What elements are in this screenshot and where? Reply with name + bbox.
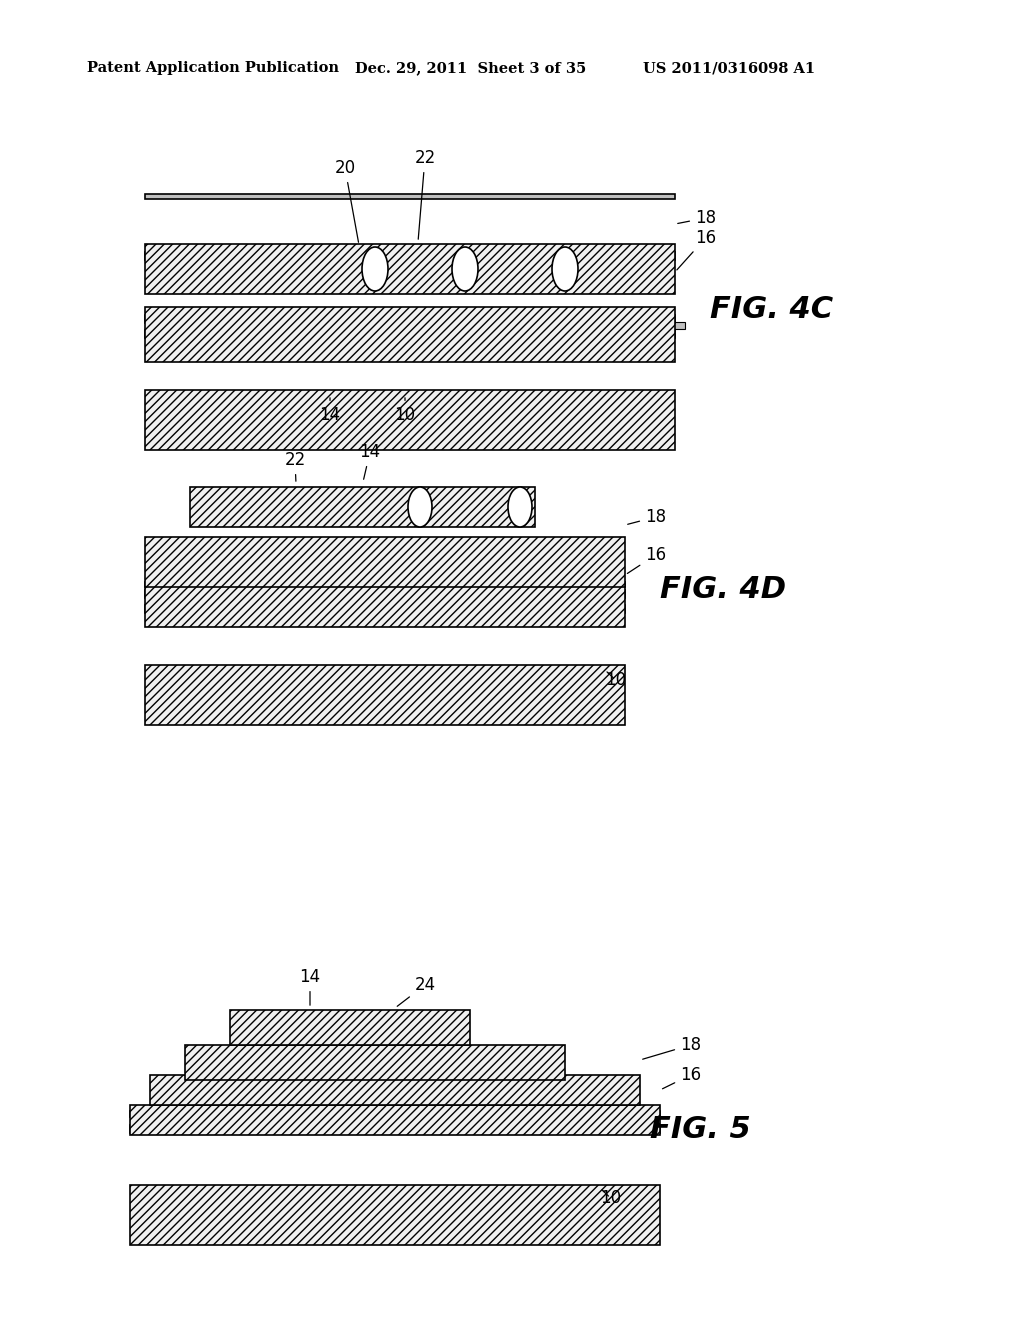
Text: FIG. 4D: FIG. 4D [660,576,786,605]
Text: 24: 24 [397,975,435,1006]
Bar [575,597,615,605]
Text: 10: 10 [600,1189,622,1206]
Text: Dec. 29, 2011  Sheet 3 of 35: Dec. 29, 2011 Sheet 3 of 35 [355,61,587,75]
Bar [590,1117,620,1123]
Text: 10: 10 [605,671,626,689]
Bar [145,308,675,362]
Bar [145,330,675,338]
Text: FIG. 5: FIG. 5 [650,1115,751,1144]
Text: 14: 14 [299,968,321,1006]
Bar [305,597,345,605]
Bar [195,1117,225,1123]
Bar [185,1045,565,1080]
Ellipse shape [408,487,432,527]
Text: 18: 18 [628,508,667,525]
Bar [575,322,625,329]
Bar [145,194,675,199]
Text: US 2011/0316098 A1: US 2011/0316098 A1 [643,61,815,75]
Text: Patent Application Publication: Patent Application Publication [87,61,339,75]
Text: 14: 14 [319,397,341,424]
Bar [635,322,685,329]
Bar [525,597,565,605]
Text: FIG. 4C: FIG. 4C [710,296,834,325]
Text: 14: 14 [359,444,381,479]
Ellipse shape [552,247,578,290]
Ellipse shape [508,487,532,527]
Text: 20: 20 [335,158,358,243]
Text: 18: 18 [643,1036,701,1059]
Ellipse shape [452,247,478,290]
Bar [145,590,625,598]
Text: 10: 10 [394,397,416,424]
Bar [145,537,625,587]
Bar [319,322,370,329]
Bar [520,1117,550,1123]
Bar [145,665,625,725]
Bar [145,244,675,294]
Bar [145,1117,175,1123]
Bar [330,1117,360,1123]
Text: 22: 22 [415,149,435,239]
Text: 18: 18 [678,209,716,227]
Bar [145,582,625,627]
Bar [150,1074,640,1105]
Bar [495,322,545,329]
Bar [145,389,675,450]
Ellipse shape [362,247,388,290]
Bar [130,1185,660,1245]
Bar [230,1010,470,1045]
Bar [260,1117,290,1123]
Bar [130,1105,660,1135]
Bar [400,322,450,329]
Bar [145,315,675,323]
Text: 16: 16 [677,228,716,269]
Text: 16: 16 [663,1067,701,1089]
Bar [445,597,485,605]
Bar [355,597,395,605]
Bar [130,1125,660,1133]
Bar [190,487,535,527]
Bar [420,1117,450,1123]
Bar [145,252,675,260]
Bar [145,605,625,612]
Text: 22: 22 [285,451,305,482]
Bar [130,1111,660,1117]
Text: 16: 16 [628,546,667,573]
